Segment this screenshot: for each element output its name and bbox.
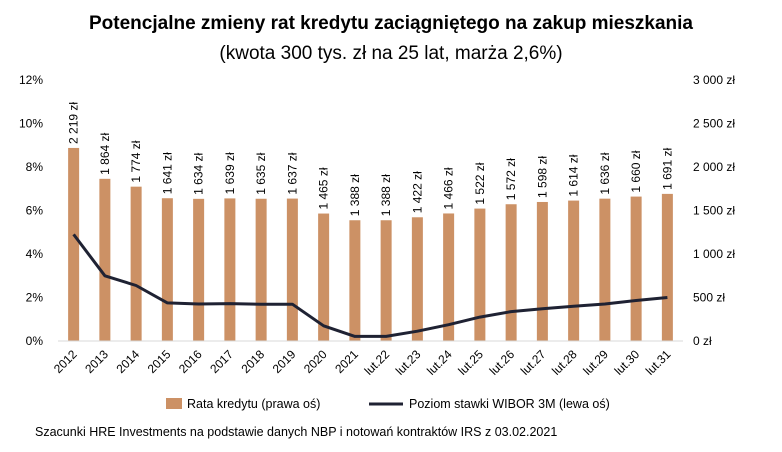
line-series (72, 233, 668, 338)
bar (349, 220, 361, 341)
bar (599, 198, 611, 341)
bar (443, 213, 455, 341)
legend: Rata kredytu (prawa oś) Poziom stawki WI… (166, 397, 610, 411)
category-label: lut.25 (455, 347, 486, 378)
category-label: lut.23 (393, 347, 424, 378)
bar (255, 198, 267, 341)
bar (68, 147, 80, 341)
bar-data-label: 1 388 zł (379, 174, 393, 216)
right-tick-label: 1 000 zł (693, 247, 735, 261)
bar-data-label: 1 660 zł (629, 150, 643, 192)
bar-data-label: 1 465 zł (317, 167, 331, 209)
right-axis: 0 zł 500 zł 1 000 zł 1 500 zł 2 000 zł 2 500 … (693, 73, 735, 348)
chart-subtitle: (kwota 300 tys. zł na 25 lat, marża 2,6%… (219, 43, 563, 64)
bar (193, 198, 205, 341)
left-tick-label: 8% (26, 160, 44, 174)
bar (536, 201, 548, 341)
right-tick-label: 0 zł (693, 334, 712, 348)
category-label: 2016 (176, 347, 205, 376)
bar-data-label: 1 774 zł (129, 140, 143, 182)
x-axis: 2012 2013 2014 2015 2016 2017 2018 2019 2020 2021… (51, 347, 674, 378)
bar-data-label: 2 219 zł (67, 102, 81, 144)
right-tick-label: 2 000 zł (693, 160, 735, 174)
bar-data-label: 1 639 zł (223, 152, 237, 194)
left-tick-label: 10% (19, 117, 43, 131)
bar (99, 178, 111, 341)
bar-data-label: 1 636 zł (598, 152, 612, 194)
bar (411, 217, 423, 341)
category-label: 2021 (332, 347, 361, 376)
category-label: lut.31 (643, 347, 674, 378)
bar-data-label: 1 641 zł (160, 152, 174, 194)
category-label: lut.22 (362, 347, 393, 378)
bar-data-label: 1 634 zł (192, 152, 206, 194)
bar (630, 196, 642, 341)
left-tick-label: 12% (19, 73, 43, 87)
source-note: Szacunki HRE Investments na podstawie da… (35, 425, 558, 439)
right-tick-label: 3 000 zł (693, 73, 735, 87)
category-label: lut.27 (518, 347, 549, 378)
left-tick-label: 6% (26, 204, 44, 218)
line-path (72, 233, 668, 338)
bar-data-label: 1 864 zł (98, 132, 112, 174)
right-tick-label: 500 zł (693, 291, 725, 305)
bar (568, 200, 580, 341)
category-label: 2013 (82, 347, 111, 376)
legend-swatch-bars (166, 398, 182, 409)
category-label: 2017 (207, 347, 236, 376)
bar-data-label: 1 598 zł (535, 156, 549, 198)
category-label: 2014 (113, 347, 142, 376)
category-label: lut.28 (549, 347, 580, 378)
bar-series (68, 147, 673, 341)
category-label: lut.26 (487, 347, 518, 378)
category-label: 2015 (145, 347, 174, 376)
bar-data-label: 1 614 zł (567, 154, 581, 196)
category-label: 2018 (238, 347, 267, 376)
legend-label-bars: Rata kredytu (prawa oś) (187, 397, 320, 411)
bar-data-label: 1 422 zł (410, 171, 424, 213)
left-tick-label: 2% (26, 291, 44, 305)
category-label: 2020 (301, 347, 330, 376)
category-label: 2019 (270, 347, 299, 376)
bar-data-label: 1 388 zł (348, 174, 362, 216)
bar (161, 198, 173, 341)
bar (286, 198, 298, 341)
legend-label-line: Poziom stawki WIBOR 3M (lewa oś) (409, 397, 610, 411)
left-axis: 0% 2% 4% 6% 8% 10% 12% (19, 73, 43, 348)
bar-data-label: 1 466 zł (442, 167, 456, 209)
category-label: lut.30 (612, 347, 643, 378)
bar-data-label: 1 637 zł (285, 152, 299, 194)
bar (318, 213, 330, 341)
bar-data-label: 1 691 zł (660, 148, 674, 190)
bar-data-label: 1 572 zł (504, 158, 518, 200)
bar-data-label: 1 635 zł (254, 152, 268, 194)
bar-data-label: 1 522 zł (473, 162, 487, 204)
chart-title: Potencjalne zmieny rat kredytu zaciągnię… (89, 13, 693, 34)
bar (130, 186, 142, 341)
left-tick-label: 0% (26, 334, 44, 348)
category-label: lut.24 (424, 347, 455, 378)
right-tick-label: 1 500 zł (693, 204, 735, 218)
left-tick-label: 4% (26, 247, 44, 261)
bar (380, 220, 392, 341)
right-tick-label: 2 500 zł (693, 117, 735, 131)
bar (661, 193, 673, 341)
bar (505, 204, 517, 341)
category-label: lut.29 (580, 347, 611, 378)
bar (474, 208, 486, 341)
bar (224, 198, 236, 341)
bar-data-labels: 2 219 zł 1 864 zł 1 774 zł 1 641 zł 1 634 zł… (67, 102, 675, 217)
category-label: 2012 (51, 347, 80, 376)
